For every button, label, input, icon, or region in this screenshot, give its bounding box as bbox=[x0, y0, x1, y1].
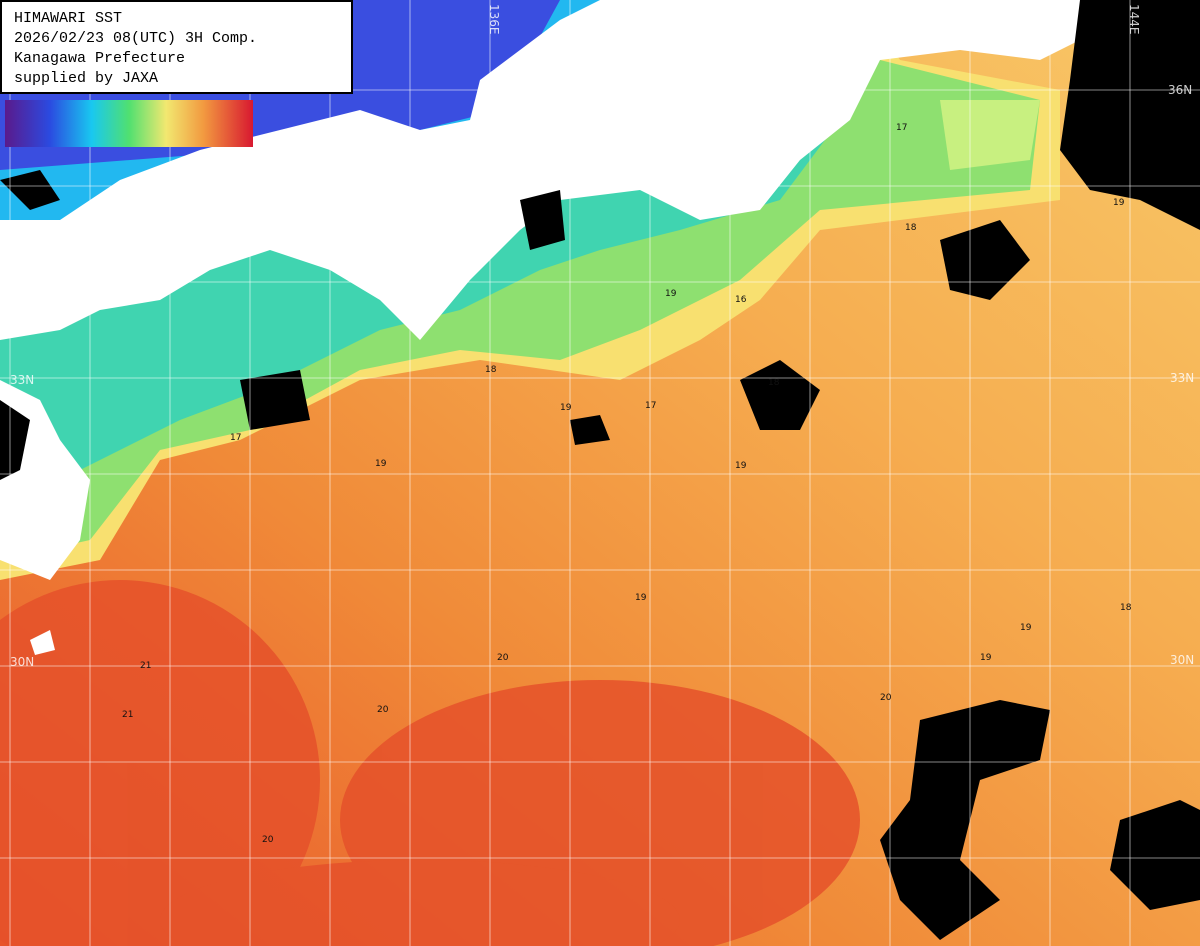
graticule-labels: 136E 144E 36N 33N 33N 30N 30N bbox=[10, 4, 1194, 669]
contour-label: 19 bbox=[560, 403, 572, 413]
contour-labels: 17 18 19 17 18 19 16 19 17 18 19 19 19 20 20 21 21 20 19 18… bbox=[122, 123, 1132, 845]
contour-label: 19 bbox=[735, 461, 747, 471]
latitude-label: 33N bbox=[1170, 371, 1194, 385]
contour-label: 20 bbox=[262, 835, 274, 845]
contour-label: 18 bbox=[1120, 603, 1132, 613]
longitude-label: 136E bbox=[487, 4, 501, 35]
header-line: Kanagawa Prefecture bbox=[14, 50, 185, 67]
header-line: HIMAWARI SST bbox=[14, 10, 122, 27]
header-line: 2026/02/23 08(UTC) 3H Comp. bbox=[14, 30, 257, 47]
contour-label: 20 bbox=[497, 653, 509, 663]
color-scale-bar bbox=[5, 100, 253, 147]
longitude-label: 144E bbox=[1127, 4, 1141, 35]
contour-label: 18 bbox=[485, 365, 497, 375]
contour-label: 20 bbox=[377, 705, 389, 715]
color-scale bbox=[5, 100, 253, 147]
latitude-label: 30N bbox=[10, 655, 34, 669]
contour-label: 19 bbox=[980, 653, 992, 663]
contour-label: 18 bbox=[768, 378, 780, 388]
contour-label: 20 bbox=[880, 693, 892, 703]
contour-label: 19 bbox=[375, 459, 387, 469]
contour-label: 19 bbox=[1113, 198, 1125, 208]
contour-label: 21 bbox=[140, 661, 151, 671]
contour-label: 16 bbox=[735, 295, 747, 305]
contour-label: 21 bbox=[122, 710, 133, 720]
contour-label: 19 bbox=[665, 289, 677, 299]
contour-label: 19 bbox=[1020, 623, 1032, 633]
contour-label: 18 bbox=[905, 223, 917, 233]
contour-label: 17 bbox=[645, 401, 656, 411]
contour-label: 17 bbox=[896, 123, 907, 133]
contour-label: 19 bbox=[635, 593, 647, 603]
latitude-label: 36N bbox=[1168, 83, 1192, 97]
header-line: supplied by JAXA bbox=[14, 70, 158, 87]
latitude-label: 33N bbox=[10, 373, 34, 387]
info-box-frame bbox=[0, 0, 353, 94]
contour-label: 17 bbox=[230, 433, 241, 443]
latitude-label: 30N bbox=[1170, 653, 1194, 667]
info-box: HIMAWARI SST 2026/02/23 08(UTC) 3H Comp.… bbox=[0, 0, 353, 94]
